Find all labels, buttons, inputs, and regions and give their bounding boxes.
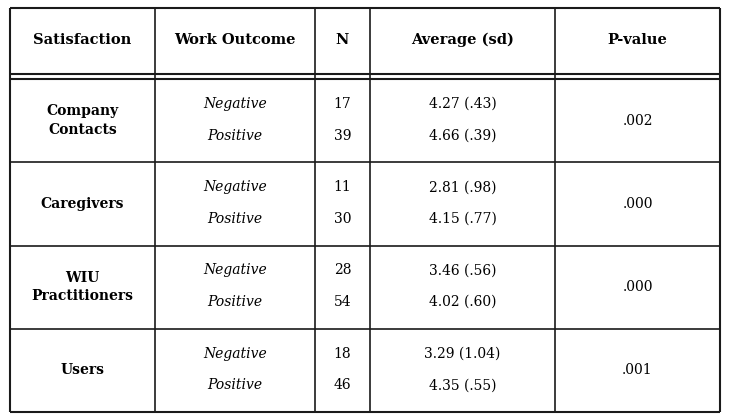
Text: 4.02 (.60): 4.02 (.60) <box>429 295 496 309</box>
Text: 4.66 (.39): 4.66 (.39) <box>429 129 496 143</box>
Text: 4.35 (.55): 4.35 (.55) <box>429 378 496 392</box>
Text: Users: Users <box>61 363 104 378</box>
Text: 3.29 (1.04): 3.29 (1.04) <box>424 347 501 361</box>
Text: 18: 18 <box>334 347 351 361</box>
Text: Work Outcome: Work Outcome <box>174 33 296 47</box>
Text: .002: .002 <box>622 114 653 128</box>
Text: 46: 46 <box>334 378 351 392</box>
Text: 4.15 (.77): 4.15 (.77) <box>429 212 496 226</box>
Text: 2.81 (.98): 2.81 (.98) <box>429 180 496 194</box>
Text: 11: 11 <box>334 180 351 194</box>
Text: .001: .001 <box>622 363 653 378</box>
Text: N: N <box>336 33 349 47</box>
Text: Company
Contacts: Company Contacts <box>47 105 118 137</box>
Text: .000: .000 <box>622 280 653 294</box>
Text: Positive: Positive <box>207 129 263 143</box>
Text: 30: 30 <box>334 212 351 226</box>
Text: Positive: Positive <box>207 378 263 392</box>
Text: 28: 28 <box>334 263 351 278</box>
Text: 3.46 (.56): 3.46 (.56) <box>429 263 496 278</box>
Text: Average (sd): Average (sd) <box>411 33 514 47</box>
Text: Positive: Positive <box>207 295 263 309</box>
Text: Negative: Negative <box>203 180 267 194</box>
Text: Caregivers: Caregivers <box>41 197 124 211</box>
Text: 54: 54 <box>334 295 351 309</box>
Text: Negative: Negative <box>203 263 267 278</box>
Text: Negative: Negative <box>203 347 267 361</box>
Text: WIU
Practitioners: WIU Practitioners <box>31 271 134 303</box>
Text: 4.27 (.43): 4.27 (.43) <box>429 97 496 111</box>
Text: Positive: Positive <box>207 212 263 226</box>
Text: Negative: Negative <box>203 97 267 111</box>
Text: 17: 17 <box>334 97 351 111</box>
Text: P-value: P-value <box>607 33 667 47</box>
Text: .000: .000 <box>622 197 653 211</box>
Text: Satisfaction: Satisfaction <box>34 33 131 47</box>
Text: 39: 39 <box>334 129 351 143</box>
